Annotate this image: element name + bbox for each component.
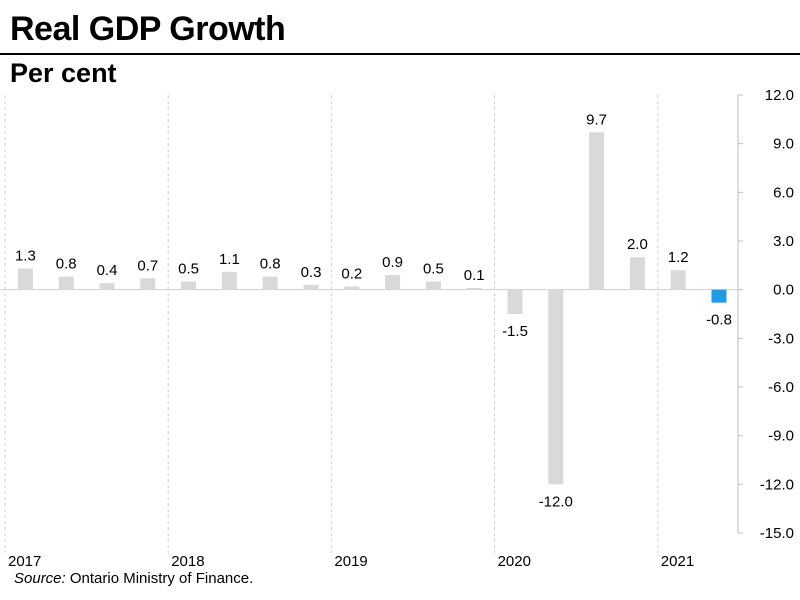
bar-value-label: 1.2 <box>668 249 689 266</box>
y-tick-label: -3.0 <box>768 330 794 347</box>
x-year-label: 2019 <box>334 553 367 570</box>
bar <box>507 289 523 314</box>
bar-value-label: 0.3 <box>301 264 322 281</box>
bar-value-label: 0.5 <box>178 261 199 278</box>
bar <box>58 276 74 290</box>
source-note: Source: Ontario Ministry of Finance. <box>14 570 253 587</box>
bar <box>385 275 401 290</box>
bar-value-label: 0.1 <box>464 267 485 284</box>
source-label: Source: <box>14 570 66 587</box>
bar-value-label: -1.5 <box>502 323 528 340</box>
title-divider <box>0 53 800 55</box>
bar <box>221 271 237 290</box>
y-tick-label: 12.0 <box>765 87 794 104</box>
bar <box>670 270 686 290</box>
bar <box>425 281 441 290</box>
bar-value-label: 0.2 <box>341 265 362 282</box>
bar-value-label: 0.8 <box>260 256 281 273</box>
y-tick-label: -6.0 <box>768 379 794 396</box>
bar-value-label: 0.5 <box>423 261 444 278</box>
bar-value-label: -0.8 <box>706 312 732 329</box>
chart-subtitle: Per cent <box>10 58 117 88</box>
bar-value-label: 1.3 <box>15 248 36 265</box>
bar <box>181 281 197 290</box>
bar <box>17 268 33 290</box>
bar-value-label: 9.7 <box>586 111 607 128</box>
y-tick-label: 3.0 <box>773 233 794 250</box>
bar <box>629 257 645 290</box>
y-tick-label: 0.0 <box>773 282 794 299</box>
bar <box>262 276 278 290</box>
x-year-label: 2021 <box>661 553 694 570</box>
y-tick-label: 9.0 <box>773 136 794 153</box>
bar <box>589 132 605 290</box>
bar-value-label: 0.9 <box>382 254 403 271</box>
bar-value-label: 0.8 <box>56 256 77 273</box>
source-text: Ontario Ministry of Finance. <box>65 570 254 587</box>
y-tick-label: 6.0 <box>773 184 794 201</box>
bar <box>711 289 727 303</box>
bar-value-label: -12.0 <box>539 493 573 510</box>
bar-value-label: 2.0 <box>627 236 648 253</box>
bar-value-label: 0.7 <box>137 257 158 274</box>
bar <box>99 283 115 290</box>
y-tick-label: -15.0 <box>760 525 794 542</box>
y-tick-label: -12.0 <box>760 476 794 493</box>
chart-title: Real GDP Growth <box>10 10 286 48</box>
bar <box>344 286 360 290</box>
bar <box>303 284 319 290</box>
x-year-label: 2017 <box>8 553 41 570</box>
x-year-label: 2020 <box>498 553 531 570</box>
x-year-label: 2018 <box>171 553 204 570</box>
bar <box>466 288 482 290</box>
bar <box>548 289 564 485</box>
bar-value-label: 0.4 <box>97 262 118 279</box>
bar <box>140 278 156 290</box>
bar-value-label: 1.1 <box>219 251 240 268</box>
y-tick-label: -9.0 <box>768 428 794 445</box>
